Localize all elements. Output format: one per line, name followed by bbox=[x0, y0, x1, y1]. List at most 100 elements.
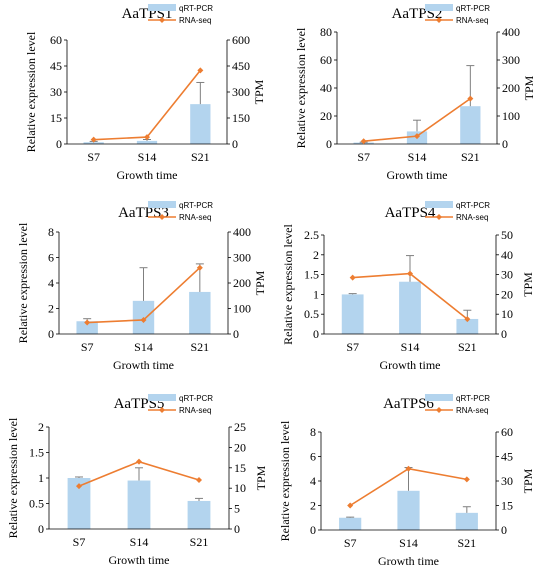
legend-marker-rna-seq bbox=[436, 407, 442, 413]
bar-s7 bbox=[76, 321, 98, 334]
bar-s14 bbox=[127, 480, 151, 529]
left-tick-label: 8 bbox=[48, 225, 54, 239]
y-axis-label: Relative expression level bbox=[281, 224, 295, 345]
x-tick-label: S7 bbox=[344, 536, 357, 550]
chart-title: AaTPS4 bbox=[385, 205, 436, 221]
left-tick-label: 80 bbox=[320, 25, 332, 39]
right-tick-label: 0 bbox=[232, 137, 238, 151]
rna-seq-point-s21 bbox=[196, 477, 202, 484]
left-tick-label: 4 bbox=[48, 276, 54, 290]
left-tick-label: 0 bbox=[48, 327, 54, 341]
rna-seq-point-s14 bbox=[405, 465, 412, 472]
legend-label-rna-seq: RNA-seq bbox=[456, 16, 488, 25]
legend-swatch-qrt-pcr bbox=[148, 4, 176, 11]
right-tick-label: 20 bbox=[501, 287, 513, 301]
right-tick-label: 0 bbox=[234, 522, 240, 536]
x-tick-label: S21 bbox=[191, 150, 210, 164]
legend-swatch-qrt-pcr bbox=[425, 394, 453, 401]
legend-marker-rna-seq bbox=[159, 17, 165, 23]
x-tick-label: S7 bbox=[346, 340, 359, 354]
rna-seq-point-s7 bbox=[360, 138, 367, 145]
y-axis-label: Relative expression level bbox=[6, 417, 20, 538]
left-tick-label: 0 bbox=[313, 327, 319, 341]
chart-panel-6: AaTPS6 0 2 4 6 8 0 15 30 45 60 S7 S14 S21 Growth time R… bbox=[278, 394, 535, 565]
right-tick-label: 15 bbox=[234, 461, 246, 475]
legend-swatch-qrt-pcr bbox=[148, 394, 176, 401]
left-tick-label: 2.5 bbox=[304, 228, 319, 242]
right-tick-label: 0 bbox=[501, 327, 507, 341]
x-tick-label: S14 bbox=[399, 536, 418, 550]
legend-label-rna-seq: RNA-seq bbox=[179, 16, 211, 25]
rna-seq-point-s7 bbox=[349, 274, 356, 281]
legend-marker-rna-seq bbox=[436, 214, 442, 220]
y2-axis-label: TPM bbox=[521, 272, 535, 297]
right-tick-label: 400 bbox=[502, 25, 520, 39]
x-tick-label: S7 bbox=[73, 535, 86, 549]
left-tick-label: 15 bbox=[50, 111, 62, 125]
x-tick-label: S21 bbox=[190, 340, 209, 354]
bar-s7 bbox=[83, 142, 104, 144]
left-tick-label: 60 bbox=[50, 33, 62, 47]
bar-s21 bbox=[189, 291, 211, 334]
bar-s21 bbox=[456, 318, 479, 334]
right-tick-label: 300 bbox=[232, 85, 250, 99]
y2-axis-label: TPM bbox=[521, 468, 535, 493]
left-tick-label: 4 bbox=[310, 474, 316, 488]
right-tick-label: 300 bbox=[233, 251, 251, 265]
legend-label-qrt-pcr: qRT-PCR bbox=[456, 201, 490, 210]
right-tick-label: 30 bbox=[501, 268, 513, 282]
legend-label-rna-seq: RNA-seq bbox=[456, 213, 488, 222]
left-tick-label: 20 bbox=[320, 109, 332, 123]
legend-label-rna-seq: RNA-seq bbox=[179, 406, 211, 415]
bar-s14 bbox=[399, 281, 421, 334]
x-axis-label: Growth time bbox=[387, 168, 448, 182]
x-tick-label: S7 bbox=[357, 150, 370, 164]
y-axis-label: Relative expression level bbox=[278, 420, 292, 541]
rna-seq-point-s14 bbox=[140, 316, 147, 323]
right-tick-label: 200 bbox=[502, 81, 520, 95]
legend: qRT-PCR RNA-seq bbox=[148, 394, 213, 415]
legend-swatch-qrt-pcr bbox=[425, 4, 453, 11]
x-tick-label: S7 bbox=[87, 150, 100, 164]
right-tick-label: 0 bbox=[501, 523, 507, 537]
x-axis-label: Growth time bbox=[380, 358, 441, 372]
right-tick-label: 100 bbox=[233, 302, 251, 316]
right-tick-label: 300 bbox=[502, 53, 520, 67]
rna-seq-point-s14 bbox=[144, 134, 150, 141]
left-tick-label: 2 bbox=[310, 499, 316, 513]
right-tick-label: 25 bbox=[234, 420, 246, 434]
x-tick-label: S21 bbox=[461, 150, 480, 164]
x-tick-label: S21 bbox=[458, 340, 477, 354]
y2-axis-label: TPM bbox=[252, 79, 266, 104]
legend: qRT-PCR RNA-seq bbox=[425, 201, 490, 222]
left-tick-label: 2 bbox=[38, 420, 44, 434]
legend-marker-rna-seq bbox=[159, 214, 165, 220]
legend-label-qrt-pcr: qRT-PCR bbox=[179, 394, 213, 403]
left-tick-label: 1.5 bbox=[304, 268, 319, 282]
x-tick-label: S7 bbox=[81, 340, 94, 354]
y-axis-label: Relative expression level bbox=[24, 31, 38, 152]
chart-panel-4: AaTPS4 0 0.5 1 1.5 2 2.5 0 10 20 30 40 50 S7 S14 S21 Gro… bbox=[281, 201, 535, 372]
rna-seq-line bbox=[93, 69, 201, 141]
right-tick-label: 5 bbox=[234, 502, 240, 516]
chart-title: AaTPS6 bbox=[383, 396, 434, 412]
left-tick-label: 30 bbox=[50, 85, 62, 99]
left-tick-label: 1.5 bbox=[29, 446, 44, 460]
legend-swatch-qrt-pcr bbox=[148, 201, 176, 208]
left-tick-label: 0 bbox=[38, 522, 44, 536]
rna-seq-point-s7 bbox=[347, 502, 354, 509]
bar-s21 bbox=[455, 512, 478, 530]
legend: qRT-PCR RNA-seq bbox=[148, 4, 213, 25]
right-tick-label: 30 bbox=[501, 474, 513, 488]
left-tick-label: 0 bbox=[310, 523, 316, 537]
left-tick-label: 0.5 bbox=[304, 307, 319, 321]
x-tick-label: S21 bbox=[190, 535, 209, 549]
left-tick-label: 0.5 bbox=[29, 497, 44, 511]
left-tick-label: 60 bbox=[320, 53, 332, 67]
legend-label-rna-seq: RNA-seq bbox=[456, 406, 488, 415]
x-tick-label: S14 bbox=[408, 150, 427, 164]
